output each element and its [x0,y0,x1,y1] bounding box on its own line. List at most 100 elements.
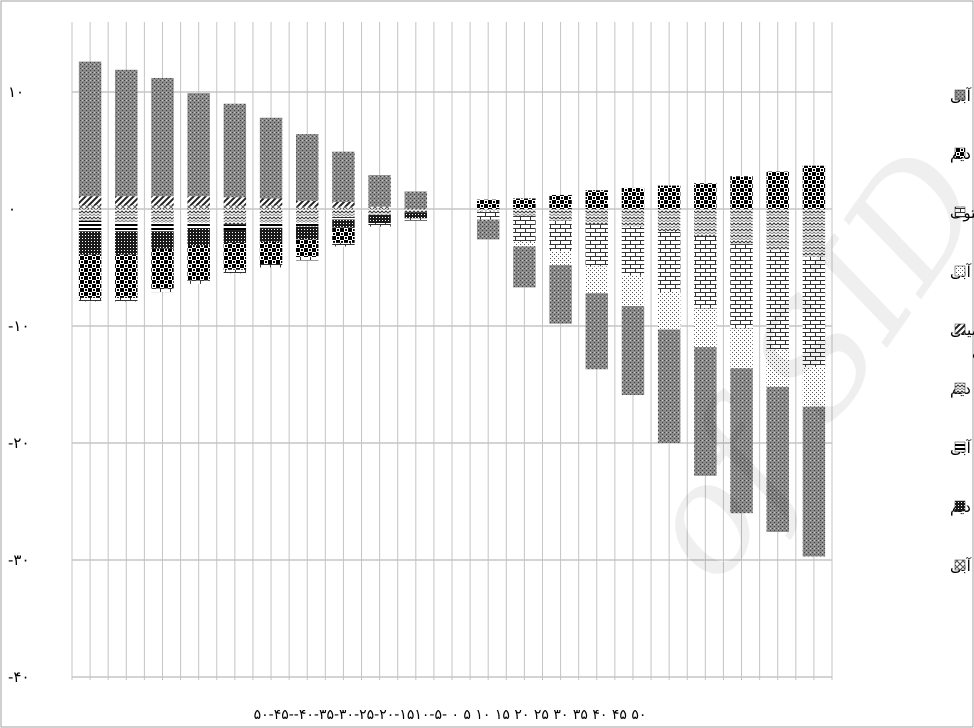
bar-lattice-0 [78,205,102,209]
bar-checker-11 [476,199,500,209]
bar-diagonal-stripes-4 [223,197,247,206]
bar-brick-14 [585,224,608,267]
bar-stipple-dark-14 [585,293,608,370]
bar-diagonal-stripes-0 [78,196,102,206]
bar-wave-12 [513,209,536,217]
bar-horizontal-lines-1 [115,221,138,232]
bar-stipple-dark-9 [404,191,428,209]
bar-checker-19 [766,171,789,209]
legend: پیاز آبیسویا دیمشلتوککلزا آبیسیب زمینیآب… [950,87,974,575]
bar-dense-dots-1 [115,231,138,255]
bar-dense-dots-2 [151,231,174,249]
bar-lattice-4 [223,205,247,209]
bar-stipple-dark-1 [115,69,138,197]
legend-label-line2-4: آبی [972,343,974,361]
bar-dense-dots-9 [404,212,428,219]
bar-brick-20 [802,256,826,367]
bar-stipple-dark-8 [368,175,391,207]
bar-checker-4 [223,242,247,270]
bar-stipple-dark-7 [332,151,355,202]
bar-brick-15 [621,226,645,276]
bar-checker-18 [730,176,753,209]
y-tick-label-2: -۱۰ [8,317,30,335]
bar-sparse-dots-12 [513,241,536,247]
bar-horizontal-lines-7 [332,217,355,220]
bar-diagonal-stripes-5 [259,198,283,206]
bar-checker-5 [259,241,283,264]
bar-brick-12 [513,216,536,242]
legend-swatch-6 [954,441,966,453]
bar-checker-2 [151,248,174,289]
bar-horizontal-lines-6 [296,223,319,227]
bar-diagonal-stripes-7 [332,201,355,207]
bar-brick-9 [404,218,428,221]
bar-brick-17 [694,235,717,309]
bar-brick-4 [223,269,247,274]
bar-dense-dots-8 [368,214,391,224]
bar-dense-dots-6 [296,226,319,240]
bar-brick-6 [296,256,319,261]
bar-checker-3 [187,245,210,281]
bar-brick-3 [187,280,210,284]
bar-stipple-dark-16 [657,329,681,443]
bar-dense-dots-0 [78,231,102,255]
bar-wave-20 [802,209,826,257]
bar-wave-11 [476,209,500,212]
legend-swatch-4 [954,323,966,335]
bar-brick-0 [78,297,102,302]
bar-dense-dots-5 [259,227,283,242]
bar-wave-3 [187,209,210,224]
y-tick-label-1: ۰ [8,200,16,218]
bar-stipple-dark-11 [476,219,500,240]
bar-dense-dots-3 [187,228,210,246]
bar-wave-15 [621,209,645,227]
bar-wave-14 [585,209,608,225]
bar-wave-0 [78,209,102,221]
bar-lattice-6 [296,206,319,209]
bar-checker-6 [296,239,319,257]
bar-sparse-dots-15 [621,275,645,307]
bar-stipple-dark-19 [766,386,789,532]
bar-lattice-3 [187,205,210,209]
bar-sparse-dots-13 [549,251,572,266]
bar-wave-18 [730,209,753,245]
bar-brick-5 [259,263,283,268]
bar-sparse-dots-19 [766,349,789,387]
bar-checker-17 [694,183,717,209]
bar-dense-dots-4 [223,230,247,243]
bar-brick-16 [657,231,681,293]
bar-stipple-dark-18 [730,368,753,514]
legend-swatch-3 [954,265,966,277]
bar-wave-6 [296,209,319,224]
bar-checker-1 [115,254,138,298]
bar-stipple-dark-4 [223,103,247,198]
legend-swatch-5 [954,382,966,394]
bar-brick-13 [549,220,572,252]
y-tick-label-0: ۱۰ [8,83,24,101]
bar-brick-18 [730,244,753,329]
bar-horizontal-lines-4 [223,224,247,231]
bar-stipple-dark-2 [151,77,174,197]
bar-wave-19 [766,209,789,250]
bar-lattice-8 [368,206,391,209]
legend-swatch-7 [954,500,966,512]
bar-wave-8 [368,209,391,215]
bar-horizontal-lines-3 [187,223,210,229]
bar-brick-7 [332,242,355,247]
bar-wave-7 [332,209,355,218]
bar-stipple-dark-3 [187,93,210,197]
bar-wave-5 [259,209,283,224]
bar-checker-0 [78,254,102,298]
bar-wave-1 [115,209,138,222]
bar-horizontal-lines-5 [259,223,283,228]
bar-brick-11 [476,211,500,220]
legend-swatch-2 [954,206,966,218]
bar-stipple-dark-6 [296,134,319,201]
legend-swatch-8 [954,559,966,571]
bar-lattice-5 [259,205,283,209]
bar-checker-13 [549,194,572,209]
bar-stipple-dark-0 [78,61,102,197]
bar-brick-1 [115,297,138,302]
y-axis-tick-labels: ۱۰ ۰ -۱۰ -۲۰ -۳۰ -۴۰ [8,83,30,686]
